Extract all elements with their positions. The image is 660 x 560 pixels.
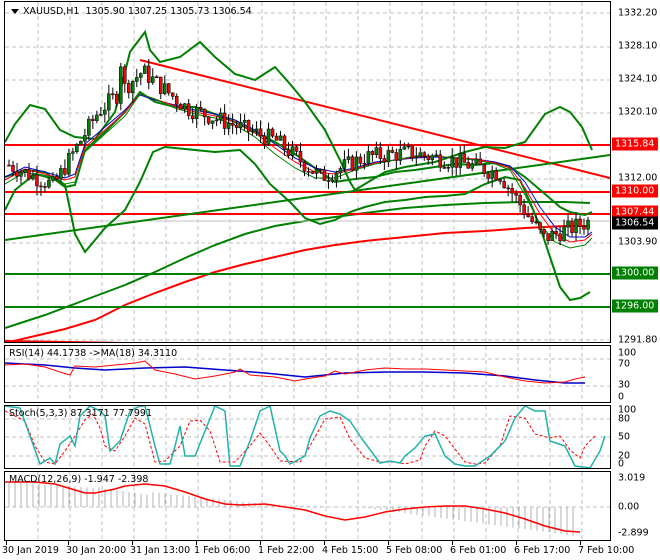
time-label: 4 Feb 15:00	[322, 545, 379, 556]
macd-pane[interactable]: MACD(12,26,9) -1.947 -2.398	[4, 471, 611, 541]
current-price-tag: 1306.54	[612, 216, 658, 230]
level-tag-red: 1315.84	[612, 137, 658, 151]
stochastic-pane[interactable]: Stoch(5,3,3) 87.3171 77.7991	[4, 405, 611, 469]
time-label: 6 Feb 01:00	[450, 545, 507, 556]
rsi-canvas	[5, 346, 610, 402]
price-tick: 1324.10	[618, 73, 658, 85]
level-tag-red: 1307.44	[612, 205, 658, 219]
chart-header: XAUUSD,H1 1305.90 1307.25 1305.73 1306.5…	[11, 6, 252, 17]
stoch-tick: 0	[618, 458, 625, 470]
macd-label: MACD(12,26,9) -1.947 -2.398	[9, 474, 149, 485]
stoch-tick: 80	[618, 413, 631, 425]
dropdown-triangle-icon[interactable]	[11, 9, 19, 14]
macd-tick: 3.019	[618, 472, 646, 484]
symbol-label: XAUUSD,H1	[23, 6, 80, 17]
macd-tick: -2.899	[618, 527, 649, 539]
stoch-tick: 100	[618, 404, 637, 416]
price-tick: 1320.10	[618, 106, 658, 118]
price-tick: 1291.80	[618, 334, 658, 346]
time-label: 7 Feb 10:00	[578, 545, 635, 556]
price-tick: 1303.90	[618, 236, 658, 248]
time-label: 5 Feb 08:00	[386, 545, 443, 556]
price-chart-canvas	[5, 2, 610, 342]
macd-canvas	[5, 472, 610, 540]
time-label: 30 Jan 2019	[2, 545, 59, 556]
time-label: 1 Feb 06:00	[194, 545, 251, 556]
rsi-tick: 100	[618, 347, 637, 359]
time-label: 1 Feb 22:00	[258, 545, 315, 556]
price-tick: 1332.20	[618, 7, 658, 19]
stochastic-canvas	[5, 406, 610, 468]
stoch-tick: 50	[618, 431, 631, 443]
level-tag-red: 1310.00	[612, 184, 658, 198]
time-label: 30 Jan 20:00	[66, 545, 127, 556]
stoch-tick: 20	[618, 450, 631, 462]
time-label: 6 Feb 17:00	[514, 545, 571, 556]
level-tag-green: 1300.00	[612, 266, 658, 280]
rsi-pane[interactable]: RSI(14) 44.1738 ->MA(18) 34.3110	[4, 345, 611, 403]
stochastic-label: Stoch(5,3,3) 87.3171 77.7991	[9, 408, 153, 419]
time-label: 31 Jan 13:00	[130, 545, 191, 556]
price-tick: 1328.10	[618, 40, 658, 52]
macd-tick: 0.00	[618, 501, 640, 513]
ohlc-values: 1305.90 1307.25 1305.73 1306.54	[85, 6, 252, 17]
rsi-tick: 30	[618, 379, 631, 391]
price-chart-pane[interactable]: XAUUSD,H1 1305.90 1307.25 1305.73 1306.5…	[4, 1, 611, 343]
level-tag-green: 1296.00	[612, 299, 658, 313]
rsi-tick: 70	[618, 358, 631, 370]
rsi-label: RSI(14) 44.1738 ->MA(18) 34.3110	[9, 348, 178, 359]
rsi-tick: 0	[618, 391, 625, 403]
price-tick: 1312.00	[618, 172, 658, 184]
